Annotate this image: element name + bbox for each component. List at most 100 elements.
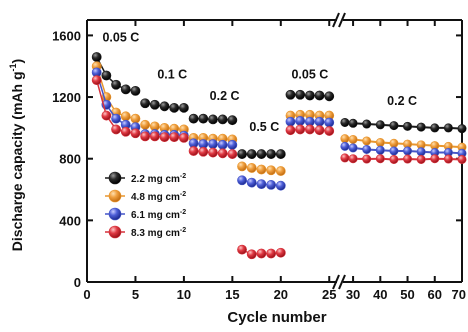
data-point-red: [266, 248, 277, 259]
data-point-red: [130, 128, 141, 139]
data-point-orange: [275, 166, 286, 176]
series-black: [91, 52, 467, 159]
data-point-red: [348, 154, 358, 164]
y-tick-label: 400: [59, 213, 81, 228]
y-tick-label: 1600: [52, 28, 81, 43]
data-point-red: [389, 154, 399, 164]
legend-marker: [108, 225, 122, 239]
data-point-blue: [362, 144, 372, 154]
data-point-red: [362, 154, 372, 164]
data-point-orange: [266, 165, 277, 176]
legend-label-text: 6.1 mg cm: [131, 210, 180, 221]
data-point-blue: [246, 177, 257, 188]
data-point-blue: [266, 180, 277, 190]
data-point-red: [227, 149, 238, 159]
data-point-black: [217, 114, 228, 125]
legend: 2.2 mg cm-24.8 mg cm-26.1 mg cm-28.3 mg …: [105, 171, 186, 239]
data-point-black: [120, 84, 131, 95]
data-point-orange: [375, 138, 385, 148]
data-point-black: [149, 99, 160, 110]
series-line-black: [344, 121, 463, 130]
data-point-blue: [237, 175, 247, 186]
y-axis-label-close: ): [9, 59, 25, 64]
data-point-red: [275, 247, 286, 258]
data-point-orange: [348, 134, 358, 144]
legend-marker: [108, 207, 122, 221]
data-point-blue: [348, 143, 358, 153]
legend-label: 8.3 mg cm-2: [131, 227, 186, 239]
axis-break-mark: [338, 274, 346, 290]
data-point-red: [314, 125, 325, 136]
data-point-blue: [403, 146, 413, 156]
data-point-red: [169, 132, 180, 143]
data-point-black: [91, 52, 102, 62]
y-axis-label-sup: -1: [8, 63, 18, 71]
data-point-orange: [362, 136, 372, 146]
data-point-blue: [285, 116, 296, 127]
rate-label: 0.05 C: [291, 68, 328, 82]
data-point-red: [324, 126, 335, 136]
data-point-black: [275, 149, 286, 159]
data-marks: [91, 52, 467, 260]
data-point-red: [416, 154, 426, 164]
data-point-black: [340, 117, 350, 127]
data-point-orange: [130, 113, 141, 124]
data-point-red: [375, 154, 385, 164]
data-point-orange: [140, 119, 151, 130]
legend-item-red: 8.3 mg cm-2: [105, 225, 186, 239]
rate-label: 0.1 C: [157, 68, 187, 82]
legend-label: 2.2 mg cm-2: [131, 173, 186, 185]
data-point-red: [91, 75, 102, 86]
data-point-blue: [217, 139, 228, 150]
data-point-red: [198, 146, 209, 157]
data-point-black: [403, 121, 413, 131]
data-point-orange: [120, 111, 131, 122]
data-point-red: [111, 124, 121, 135]
data-point-blue: [389, 146, 399, 156]
x-tick-label: 10: [177, 287, 191, 302]
data-point-black: [266, 149, 277, 159]
data-point-black: [208, 114, 218, 125]
data-point-black: [443, 123, 453, 133]
data-point-black: [227, 115, 238, 126]
data-point-blue: [324, 117, 335, 128]
x-tick-label: 25: [322, 287, 336, 302]
data-point-red: [457, 154, 467, 164]
x-tick-label: 60: [428, 287, 442, 302]
data-point-blue: [256, 179, 267, 190]
data-point-black: [430, 123, 440, 133]
data-point-orange: [340, 134, 350, 144]
data-point-black: [130, 85, 141, 96]
data-point-red: [120, 126, 131, 137]
data-point-red: [208, 147, 218, 158]
data-point-red: [403, 154, 413, 164]
data-point-black: [295, 89, 306, 100]
y-tick-label: 0: [74, 275, 81, 290]
legend-label: 6.1 mg cm-2: [131, 209, 186, 221]
series-line-red: [344, 156, 463, 161]
data-point-orange: [256, 164, 267, 175]
x-axis-label: Cycle number: [227, 309, 326, 326]
data-point-black: [457, 124, 467, 134]
series-red: [91, 75, 467, 260]
legend-item-blue: 6.1 mg cm-2: [105, 207, 186, 221]
rate-label: 0.5 C: [249, 120, 279, 134]
data-point-black: [111, 79, 121, 90]
data-point-black: [362, 119, 372, 129]
data-point-black: [348, 118, 358, 128]
data-point-red: [295, 124, 306, 135]
legend-label-sup: -2: [180, 191, 186, 198]
rate-label: 0.2 C: [210, 89, 240, 103]
data-point-red: [256, 248, 267, 259]
data-point-blue: [340, 141, 350, 151]
data-point-black: [198, 113, 209, 124]
data-point-blue: [416, 147, 426, 157]
data-point-blue: [208, 139, 218, 149]
data-point-red: [246, 249, 257, 260]
data-point-red: [443, 154, 453, 164]
data-point-red: [340, 153, 350, 163]
x-tick-label: 5: [132, 287, 139, 302]
rate-label: 0.2 C: [387, 94, 417, 108]
data-point-black: [256, 149, 267, 159]
data-point-red: [149, 131, 160, 142]
